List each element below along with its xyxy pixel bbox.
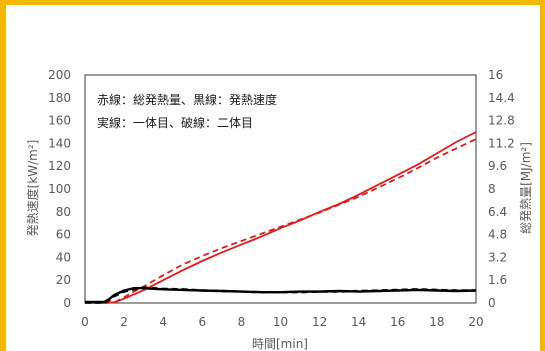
series-line-1 xyxy=(85,131,477,304)
y-right-tick-label: 3.2 xyxy=(488,250,507,264)
y-right-tick-label: 11.2 xyxy=(488,136,515,150)
x-tick-labels: 0 2 4 6 8 10 12 14 16 18 20 xyxy=(81,315,483,329)
y-left-tick-label: 180 xyxy=(48,91,71,105)
y-right-tick-label: 1.6 xyxy=(488,273,507,287)
x-tick-label: 2 xyxy=(120,315,128,329)
y-left-tick-label: 140 xyxy=(48,136,71,150)
y-left-tick-label: 20 xyxy=(56,273,71,287)
y-left-tick-label: 40 xyxy=(56,250,71,264)
x-tick-label: 8 xyxy=(238,315,246,329)
y-right-tick-label: 6.4 xyxy=(488,205,507,219)
frame-border-top xyxy=(0,0,545,5)
y-right-axis-title: 総発熱量[MJ/m²] xyxy=(519,142,533,234)
x-tick-label: 12 xyxy=(312,315,327,329)
y-left-tick-labels: 0 20 40 60 80 100 120 140 160 180 200 xyxy=(48,68,71,310)
y-left-tick-label: 0 xyxy=(63,296,71,310)
annotation-legend-styles: 実線：一体目、破線：二体目 xyxy=(97,115,253,130)
x-axis-title: 時間[min] xyxy=(252,337,308,351)
frame-border-right xyxy=(540,0,545,351)
plot-border xyxy=(84,74,477,304)
y-left-axis-title: 発熱速度[kW/m²] xyxy=(25,140,40,237)
x-tick-label: 10 xyxy=(273,315,288,329)
series-group xyxy=(85,131,477,304)
frame-border-left xyxy=(0,0,6,351)
y-right-tick-label: 9.6 xyxy=(488,159,507,173)
x-tick-label: 20 xyxy=(468,315,483,329)
x-tick-label: 6 xyxy=(198,315,206,329)
plot-area xyxy=(84,74,477,304)
series-line-4 xyxy=(85,286,476,304)
y-right-tick-label: 4.8 xyxy=(488,228,507,242)
y-left-tick-label: 200 xyxy=(48,68,71,82)
x-tick-label: 16 xyxy=(390,315,405,329)
y-right-tick-label: 0 xyxy=(488,296,496,310)
series-line-2 xyxy=(85,138,477,304)
x-tick-label: 18 xyxy=(429,315,444,329)
y-left-tick-label: 120 xyxy=(48,159,71,173)
x-tick-label: 4 xyxy=(159,315,167,329)
y-right-tick-label: 14.4 xyxy=(488,91,515,105)
y-left-tick-label: 80 xyxy=(56,205,71,219)
x-tick-label: 14 xyxy=(351,315,366,329)
x-tick-label: 0 xyxy=(81,315,89,329)
y-right-tick-label: 8 xyxy=(488,182,496,196)
y-right-tick-label: 12.8 xyxy=(488,114,515,128)
y-left-tick-label: 160 xyxy=(48,114,71,128)
y-left-tick-label: 100 xyxy=(48,182,71,196)
y-right-tick-labels: 0 1.6 3.2 4.8 6.4 8 9.6 11.2 12.8 14.4 16 xyxy=(488,68,515,310)
annotation-legend-colors: 赤線：総発熱量、黒線：発熱速度 xyxy=(97,92,277,107)
y-left-tick-label: 60 xyxy=(56,228,71,242)
y-right-tick-label: 16 xyxy=(488,68,503,82)
